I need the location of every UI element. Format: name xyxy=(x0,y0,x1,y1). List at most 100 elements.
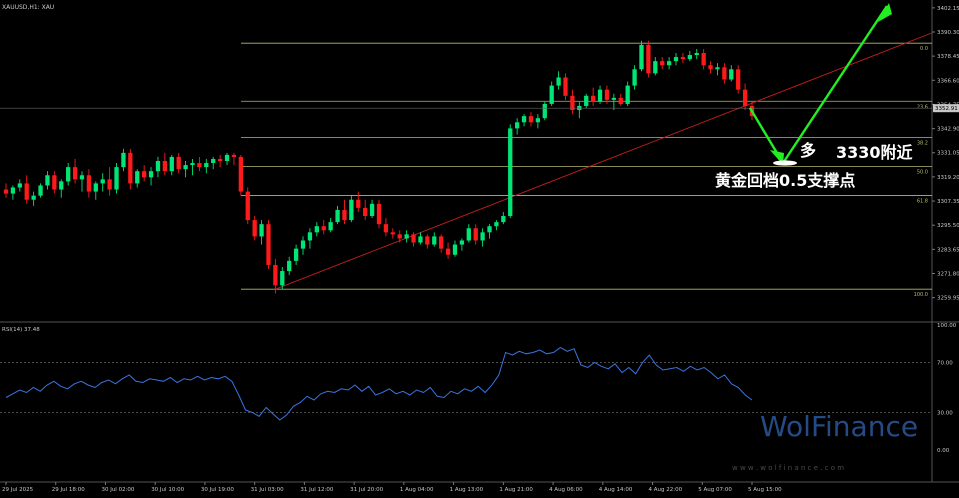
candle-body xyxy=(66,167,71,182)
candle-body xyxy=(597,89,603,102)
candle-body xyxy=(722,67,727,80)
price-tick-label: 3342.90 xyxy=(937,127,959,133)
time-tick-label: 29 Jul 18:00 xyxy=(52,487,85,493)
candle-body xyxy=(445,248,451,255)
candle-body xyxy=(287,260,292,272)
time-tick-label: 4 Aug 14:00 xyxy=(599,487,633,493)
price-tick-label: 3271.80 xyxy=(937,271,959,277)
candle-body xyxy=(114,167,119,190)
candle-body xyxy=(224,154,230,161)
candle-body xyxy=(231,154,237,157)
candle-body xyxy=(632,69,637,86)
candle-body xyxy=(190,163,195,166)
candle-body xyxy=(611,97,616,100)
candle-body xyxy=(715,67,720,70)
candle-body xyxy=(404,234,409,239)
annotation-text: 黄金回档0.5支撑点 xyxy=(715,171,855,190)
candle-body xyxy=(135,171,140,184)
candle-body xyxy=(142,171,147,178)
candle-body xyxy=(93,183,98,192)
candle-body xyxy=(86,175,92,192)
price-tick-label: 3295.50 xyxy=(937,223,959,229)
time-tick-label: 5 Aug 07:00 xyxy=(698,487,732,493)
candle-body xyxy=(694,52,699,56)
candle-body xyxy=(342,209,347,221)
candle-body xyxy=(300,240,306,249)
candle-body xyxy=(183,165,188,170)
candle-body xyxy=(328,222,333,231)
candle-body xyxy=(363,207,368,217)
fib-level-label: 0.0 xyxy=(920,46,928,52)
candle-body xyxy=(521,116,527,123)
candle-body xyxy=(646,44,651,74)
price-tick-label: 3402.15 xyxy=(937,6,959,12)
candle-body xyxy=(452,244,458,255)
candle-body xyxy=(293,248,299,261)
fib-level-label: 50.0 xyxy=(917,170,928,176)
rsi-line xyxy=(5,346,753,421)
time-tick-label: 30 Jul 02:00 xyxy=(101,487,134,493)
candle-body xyxy=(307,232,313,241)
candle-body xyxy=(418,236,423,243)
candle-body xyxy=(563,77,568,96)
candle-body xyxy=(24,183,29,200)
price-tick-label: 3307.35 xyxy=(937,199,959,205)
candle-body xyxy=(687,55,692,60)
candle-body xyxy=(100,179,105,184)
arrow-head-up xyxy=(878,3,892,22)
candle-body xyxy=(266,224,271,265)
fib-level-label: 23.6 xyxy=(917,104,928,110)
candle-body xyxy=(349,199,354,221)
candle-body xyxy=(238,156,243,192)
candle-body xyxy=(480,232,485,241)
candle-body xyxy=(680,57,686,60)
candle-body xyxy=(162,161,168,172)
candle-body xyxy=(314,226,319,233)
time-tick-label: 31 Jul 20:00 xyxy=(350,487,383,493)
candle-body xyxy=(439,236,444,249)
fib-level-label: 61.8 xyxy=(917,198,928,204)
candle-body xyxy=(383,224,389,233)
time-tick-label: 5 Aug 15:00 xyxy=(748,487,782,493)
candle-body xyxy=(169,156,174,172)
time-tick-label: 1 Aug 13:00 xyxy=(450,487,484,493)
candle-body xyxy=(273,264,278,286)
candle-body xyxy=(369,203,375,217)
candle-body xyxy=(10,187,16,194)
candle-body xyxy=(148,171,154,178)
candle-body xyxy=(197,163,202,168)
candle-body xyxy=(45,175,50,186)
candle-body xyxy=(542,103,547,119)
time-tick-label: 1 Aug 21:00 xyxy=(499,487,533,493)
support-marker xyxy=(773,160,797,166)
price-tick-label: 3259.95 xyxy=(937,296,959,302)
candle-body xyxy=(259,224,264,237)
candle-body xyxy=(459,240,465,245)
candle-body xyxy=(653,61,658,74)
candle-body xyxy=(660,61,665,66)
current-price-box xyxy=(933,104,959,113)
time-tick-label: 4 Aug 06:00 xyxy=(549,487,583,493)
candle-body xyxy=(487,226,492,233)
price-tick-label: 3319.20 xyxy=(937,175,959,181)
candle-body xyxy=(204,163,209,168)
candle-body xyxy=(673,57,679,62)
candle-body xyxy=(128,152,133,184)
rsi-tick-label: 30.00 xyxy=(937,411,953,417)
candle-body xyxy=(79,175,85,180)
price-tick-label: 3283.65 xyxy=(937,247,959,253)
watermark-url: w w w . w o l f i n a n c e . c o m xyxy=(732,464,844,472)
candle-body xyxy=(590,95,596,102)
rsi-label: RSI(14) 37.48 xyxy=(2,327,40,333)
price-tick-label: 3366.60 xyxy=(937,78,959,84)
price-tick-label: 3331.05 xyxy=(937,151,959,157)
candle-body xyxy=(742,89,748,106)
candle-body xyxy=(708,65,713,70)
projection-arrow-up xyxy=(781,5,889,164)
fib-level-label: 38.2 xyxy=(917,140,928,146)
candle-body xyxy=(501,216,506,223)
fib-level-label: 100.0 xyxy=(914,292,928,298)
candle-body xyxy=(432,236,437,245)
